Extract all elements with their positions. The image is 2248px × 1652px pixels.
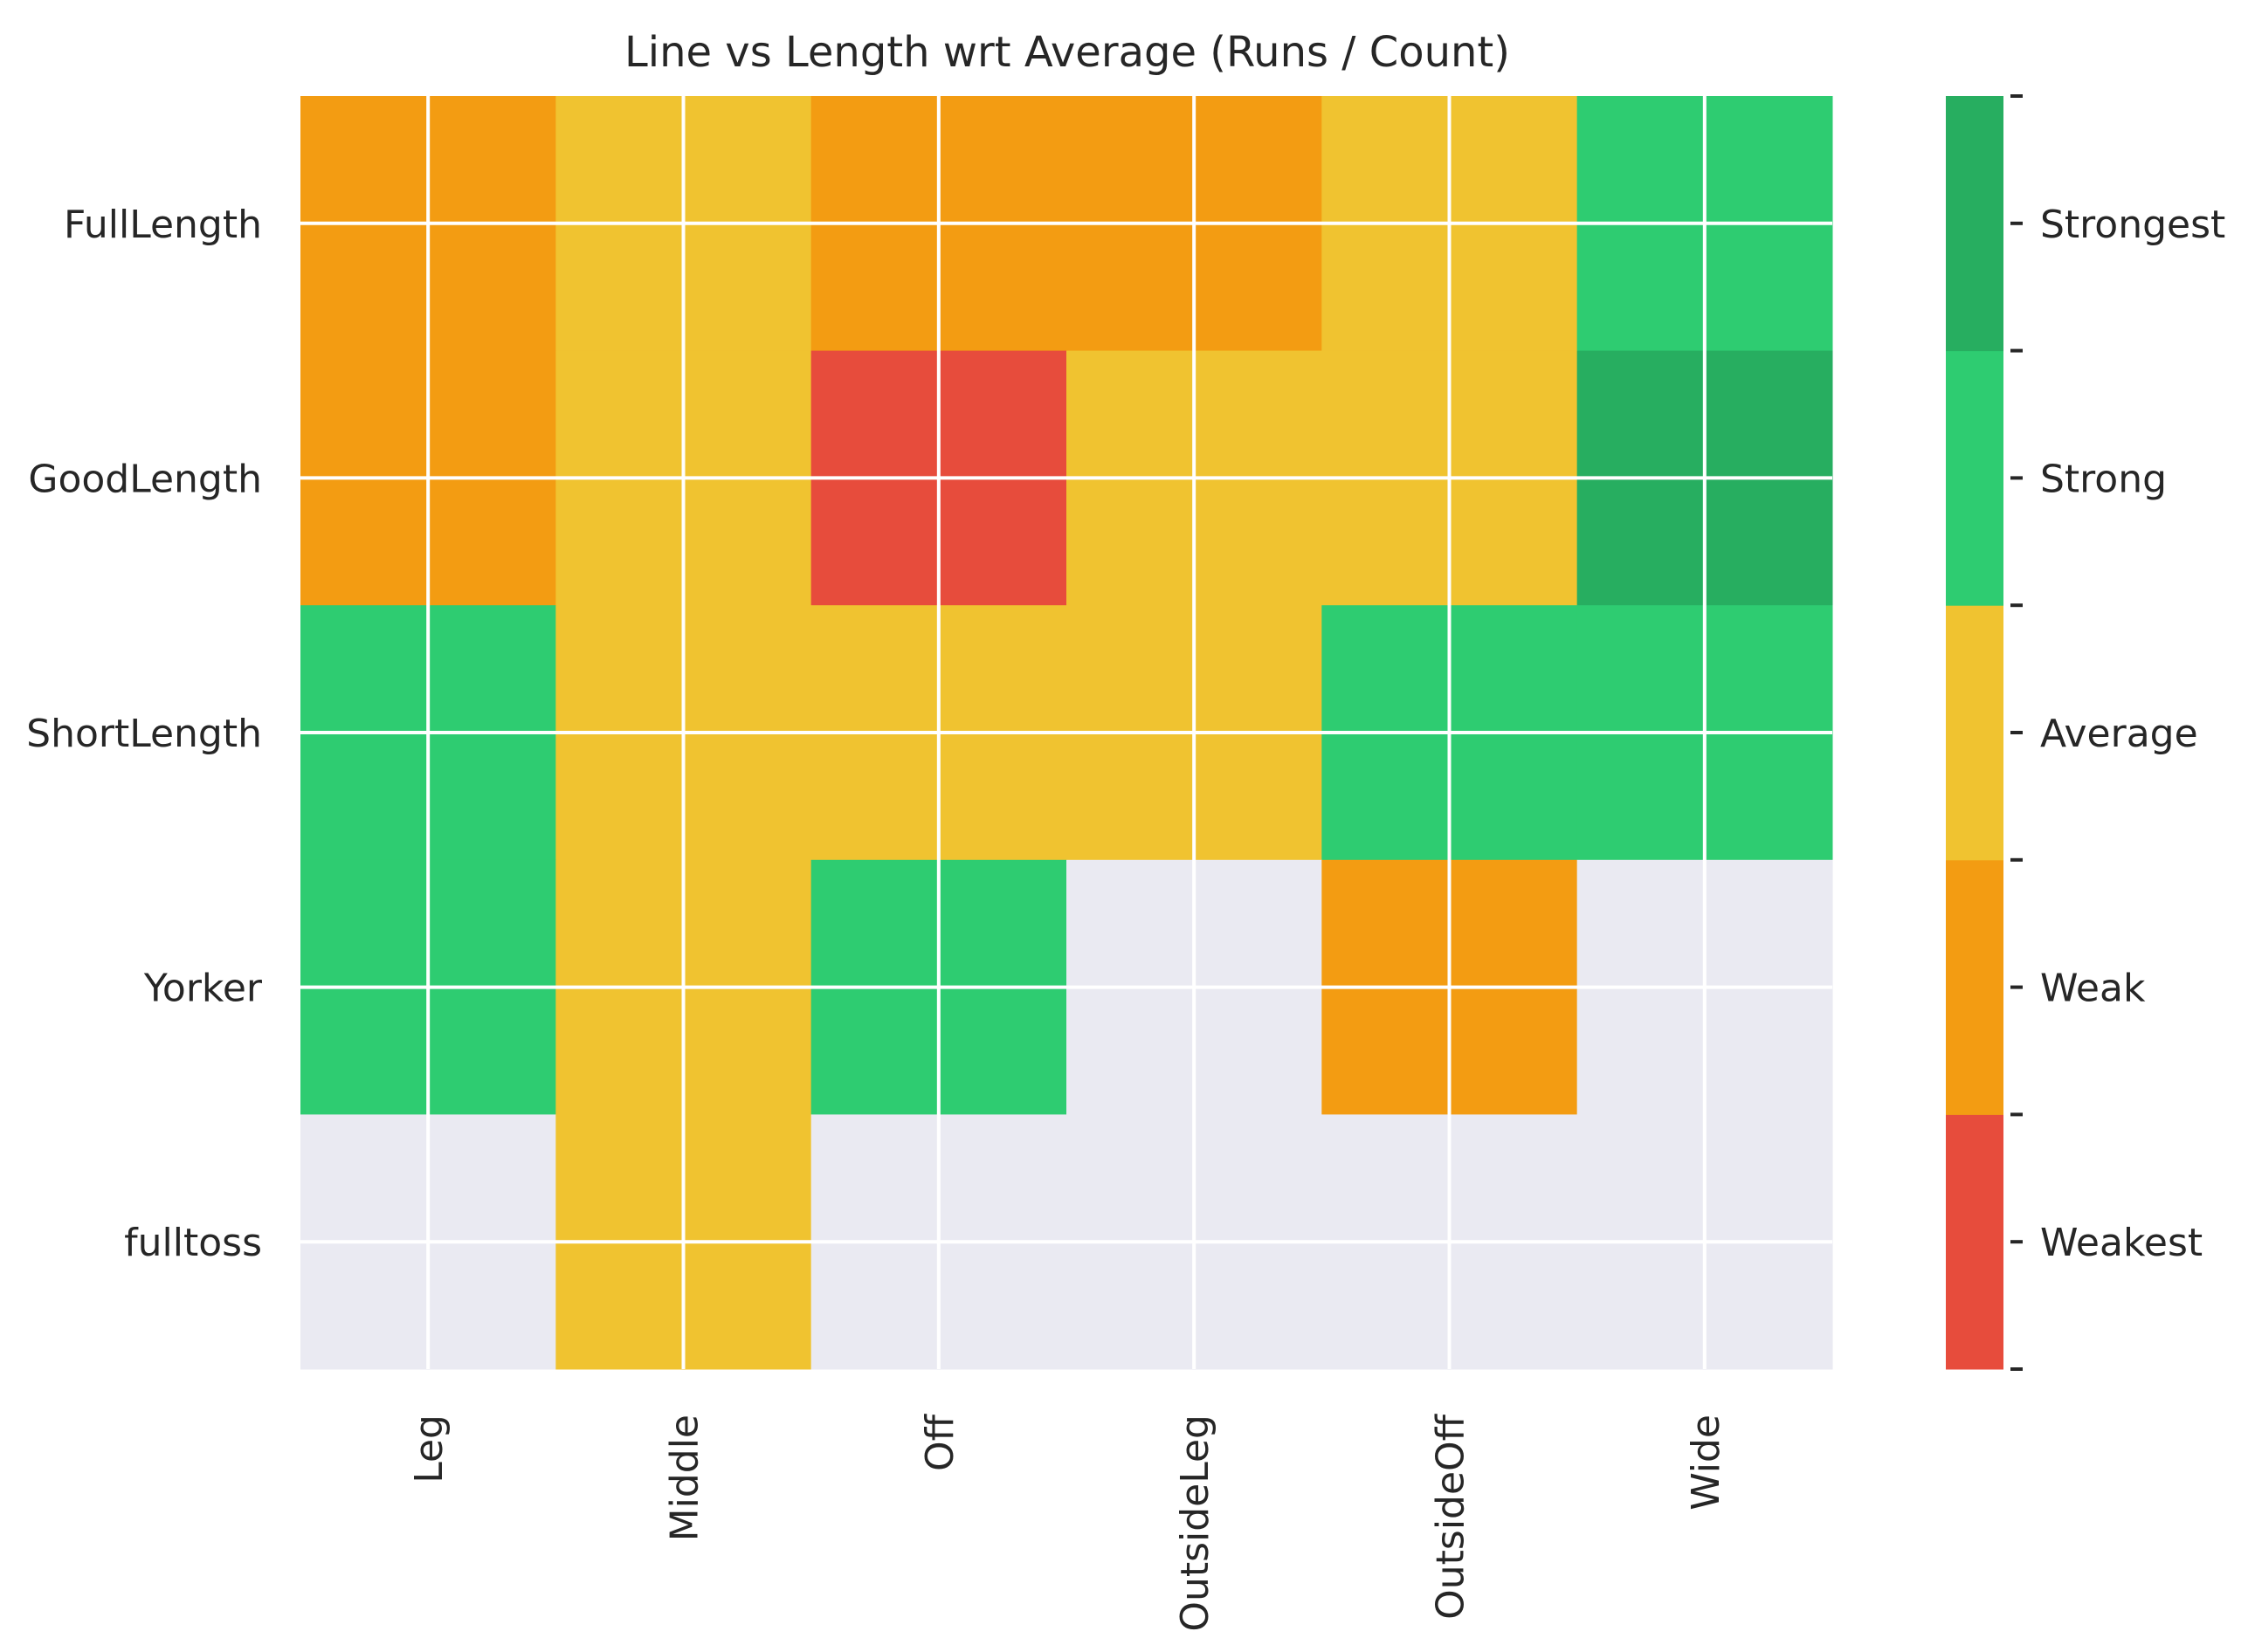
chart-title: Line vs Length wrt Average (Runs / Count…	[624, 28, 1510, 77]
colorbar: Weakest Weak Average Strong Strongest	[1946, 94, 2225, 1371]
colorbar-label-average: Average	[2040, 712, 2198, 756]
y-tick-label-ShortLength: ShortLength	[26, 712, 262, 756]
x-tick-label-OutsideOff: OutsideOff	[1429, 1413, 1473, 1620]
colorbar-label-strong: Strong	[2040, 457, 2167, 501]
heatmap-gridlines	[300, 96, 1832, 1369]
colorbar-segment-average	[1946, 605, 2003, 861]
colorbar-segment-weak	[1946, 859, 2003, 1115]
colorbar-label-weakest: Weakest	[2040, 1221, 2203, 1265]
x-axis-tick-labels: Leg Middle Off OutsideLeg OutsideOff Wide	[407, 1413, 1728, 1631]
y-axis-tick-labels: FullLength GoodLength ShortLength Yorker ful…	[26, 203, 263, 1265]
colorbar-segment-strong	[1946, 350, 2003, 606]
colorbar-label-strongest: Strongest	[2040, 203, 2225, 247]
y-tick-label-Yorker: Yorker	[143, 967, 263, 1011]
x-tick-label-Wide: Wide	[1684, 1415, 1728, 1511]
x-tick-label-OutsideLeg: OutsideLeg	[1173, 1415, 1217, 1632]
y-tick-label-FullLength: FullLength	[64, 203, 262, 247]
colorbar-segment-strongest	[1946, 96, 2003, 352]
y-tick-label-fulltoss: fulltoss	[124, 1221, 262, 1265]
x-tick-label-Off: Off	[918, 1413, 962, 1471]
colorbar-label-weak: Weak	[2040, 967, 2146, 1011]
x-tick-label-Middle: Middle	[663, 1415, 707, 1541]
x-tick-label-Leg: Leg	[407, 1415, 452, 1483]
colorbar-segment-weakest	[1946, 1114, 2003, 1370]
y-tick-label-GoodLength: GoodLength	[28, 457, 262, 501]
